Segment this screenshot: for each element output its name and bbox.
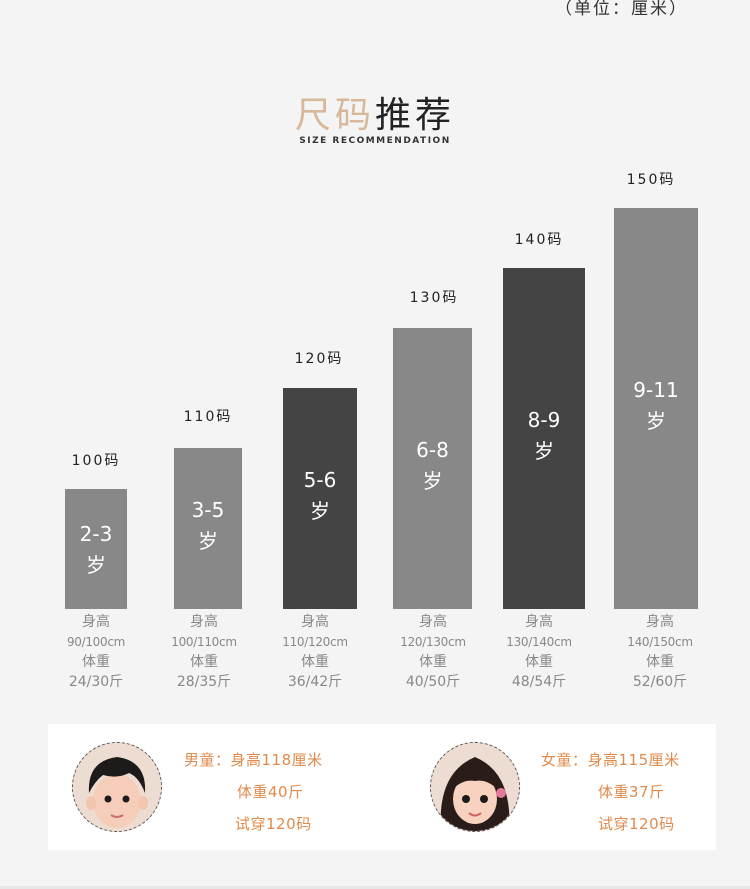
weight-value: 48/54斤: [511, 674, 567, 690]
weight-value: 36/42斤: [287, 674, 343, 690]
size-bar-110: 3-5 岁: [174, 448, 242, 609]
size-bar-100: 2-3 岁: [65, 489, 127, 609]
unit-note: （单位：厘米）: [555, 0, 688, 19]
weight-label: 体重: [82, 654, 110, 670]
size-info-120: 身高 110/120cm 体重 36/42斤: [260, 612, 370, 692]
age-unit: 岁: [198, 529, 218, 553]
bottom-divider: [0, 886, 750, 889]
size-label-130: 130码: [409, 290, 459, 306]
size-bar-140: 8-9 岁: [503, 268, 585, 609]
girl-avatar: [430, 742, 520, 832]
boy-size: 试穿120码: [235, 815, 312, 833]
size-label-150: 150码: [626, 172, 676, 188]
size-info-100: 身高 90/100cm 体重 24/30斤: [41, 612, 151, 692]
weight-value: 24/30斤: [68, 674, 124, 690]
weight-value: 52/60斤: [632, 674, 688, 690]
age-range: 5-6: [303, 468, 337, 492]
weight-label: 体重: [525, 654, 553, 670]
title-main: 推荐: [375, 95, 456, 136]
height-value: 90/100cm: [66, 635, 126, 649]
age-unit: 岁: [646, 409, 666, 433]
weight-label: 体重: [646, 654, 674, 670]
height-label: 身高: [525, 614, 553, 630]
height-label: 身高: [190, 614, 218, 630]
size-bar-120: 5-6 岁: [283, 388, 357, 609]
age-range: 2-3: [79, 522, 113, 546]
title-accent: 尺码: [294, 95, 375, 136]
weight-value: 28/35斤: [176, 674, 232, 690]
height-value: 130/140cm: [506, 635, 572, 649]
height-label: 身高: [301, 614, 329, 630]
size-bar-150: 9-11 岁: [614, 208, 698, 609]
size-info-140: 身高 130/140cm 体重 48/54斤: [484, 612, 594, 692]
boy-weight: 体重40斤: [237, 783, 304, 801]
age-range: 8-9: [527, 408, 561, 432]
weight-label: 体重: [301, 654, 329, 670]
age-unit: 岁: [86, 553, 106, 577]
model-card: 男童：身高118厘米 体重40斤 试穿120码 女童：身高115厘米 体重37斤…: [48, 724, 716, 850]
boy-info: 男童：身高118厘米 体重40斤 试穿120码: [184, 744, 323, 840]
size-info-130: 身高 120/130cm 体重 40/50斤: [378, 612, 488, 692]
weight-value: 40/50斤: [405, 674, 461, 690]
age-unit: 岁: [422, 469, 443, 493]
height-value: 120/130cm: [400, 635, 466, 649]
height-label: 身高: [82, 614, 110, 630]
size-label-140: 140码: [514, 232, 564, 248]
height-value: 140/150cm: [627, 635, 693, 649]
size-label-120: 120码: [294, 351, 344, 367]
page-title: 尺码推荐: [0, 86, 750, 138]
page-subtitle: SIZE RECOMMENDATION: [299, 136, 451, 146]
height-value: 100/110cm: [171, 635, 237, 649]
age-range: 9-11: [633, 378, 679, 402]
age-range: 6-8: [416, 438, 449, 462]
weight-label: 体重: [190, 654, 218, 670]
girl-size: 试穿120码: [598, 815, 675, 833]
size-bar-130: 6-8 岁: [393, 328, 472, 609]
height-value: 110/120cm: [282, 635, 348, 649]
girl-weight: 体重37斤: [598, 783, 665, 801]
size-label-100: 100码: [71, 453, 121, 469]
girl-info: 女童：身高115厘米 体重37斤 试穿120码: [541, 744, 680, 840]
height-label: 身高: [419, 614, 447, 630]
boy-avatar: [72, 742, 162, 832]
size-info-150: 身高 140/150cm 体重 52/60斤: [605, 612, 715, 692]
girl-height: 女童：身高115厘米: [541, 751, 680, 769]
weight-label: 体重: [419, 654, 447, 670]
size-info-110: 身高 100/110cm 体重 28/35斤: [149, 612, 259, 692]
height-label: 身高: [646, 614, 674, 630]
size-label-110: 110码: [183, 409, 233, 425]
age-unit: 岁: [310, 499, 330, 523]
age-range: 3-5: [191, 498, 225, 522]
age-unit: 岁: [534, 439, 554, 463]
boy-height: 男童：身高118厘米: [184, 751, 323, 769]
